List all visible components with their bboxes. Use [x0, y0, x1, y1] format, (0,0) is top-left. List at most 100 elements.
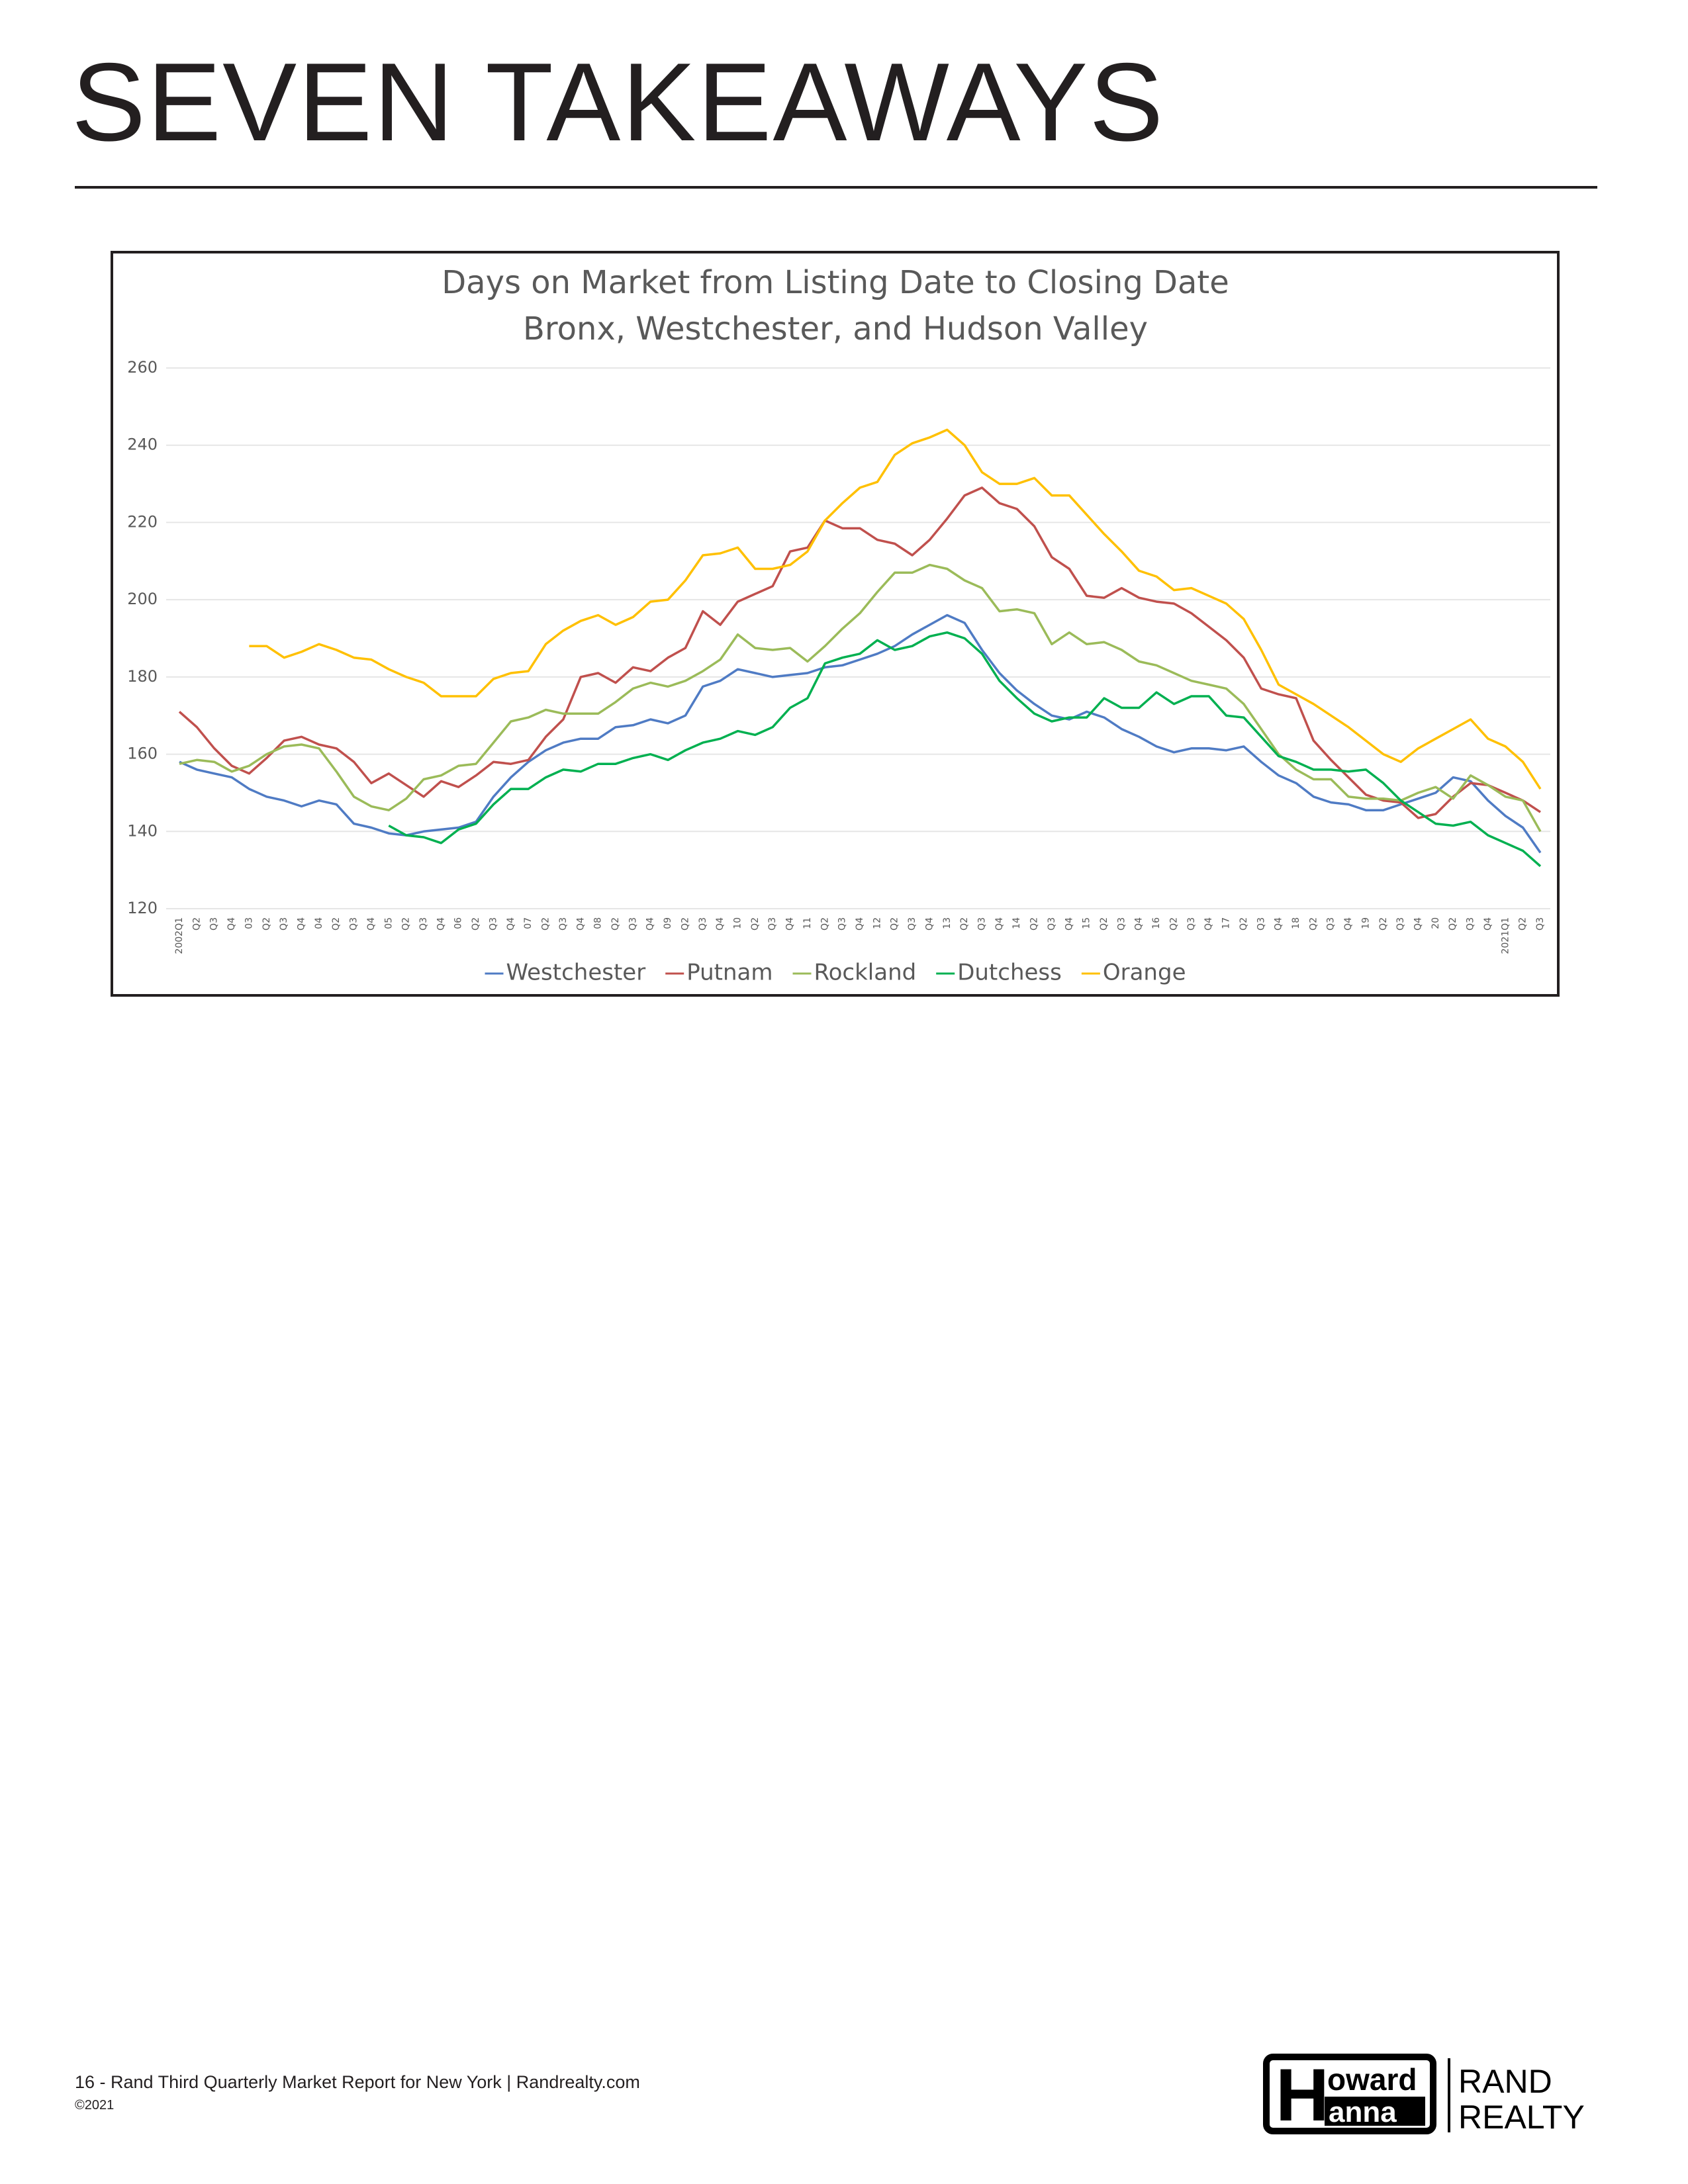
- x-tick-label: Q3: [209, 917, 220, 931]
- x-tick-label: Q4: [366, 917, 377, 931]
- x-tick-label: Q2: [1168, 917, 1179, 931]
- x-tick-label: 16: [1151, 917, 1162, 929]
- x-tick-label: Q2: [890, 917, 900, 931]
- x-tick-label: Q3: [698, 917, 708, 931]
- x-tick-label: Q3: [1116, 917, 1127, 931]
- x-tick-label: Q2: [959, 917, 970, 931]
- x-tick-label: Q3: [1047, 917, 1057, 931]
- x-tick-label: Q3: [1395, 917, 1406, 931]
- x-tick-label: Q3: [349, 917, 359, 931]
- x-tick-label: 06: [453, 917, 464, 929]
- y-tick-label: 260: [127, 358, 158, 377]
- logo-line2: anna: [1329, 2096, 1397, 2128]
- x-tick-label: Q4: [506, 917, 516, 931]
- x-tick-label: Q2: [1029, 917, 1040, 931]
- x-tick-label: Q2: [1448, 917, 1458, 931]
- y-tick-label: 160: [127, 745, 158, 763]
- series-line: [178, 486, 1541, 819]
- x-tick-label: Q4: [645, 917, 656, 931]
- x-tick-label: 15: [1082, 917, 1092, 929]
- legend-label: Dutchess: [957, 960, 1062, 986]
- x-tick-label: Q2: [680, 917, 690, 931]
- x-tick-label: Q2: [331, 917, 342, 931]
- x-tick-label: Q4: [297, 917, 307, 931]
- chart: Days on Market from Listing Date to Clos…: [111, 251, 1560, 997]
- x-tick-label: 19: [1360, 917, 1371, 929]
- x-tick-label: Q4: [855, 917, 865, 931]
- chart-frame: [111, 251, 1560, 997]
- x-tick-label: Q4: [1343, 917, 1354, 931]
- x-tick-label: Q3: [279, 917, 289, 931]
- x-tick-label: Q4: [785, 917, 796, 931]
- x-tick-label: Q2: [820, 917, 830, 931]
- logo-brand1: RAND: [1458, 2063, 1552, 2100]
- x-tick-label: 09: [663, 917, 673, 929]
- x-tick-label: 03: [244, 917, 254, 929]
- x-tick-label: Q4: [1203, 917, 1214, 931]
- x-tick-label: Q2: [191, 917, 202, 931]
- x-tick-label: Q3: [907, 917, 917, 931]
- x-tick-label: Q3: [1186, 917, 1197, 931]
- x-tick-label: Q2: [610, 917, 621, 931]
- x-tick-label: Q3: [488, 917, 498, 931]
- legend-label: Putnam: [686, 960, 773, 986]
- page-title: SEVEN TAKEAWAYS: [71, 40, 1165, 164]
- x-tick-label: 17: [1221, 917, 1232, 929]
- series-line: [179, 563, 1542, 833]
- x-tick-label: 11: [802, 917, 813, 929]
- y-tick-label: 220: [127, 512, 158, 531]
- x-tick-label: Q4: [715, 917, 726, 931]
- legend-label: Westchester: [506, 960, 646, 986]
- x-tick-label: Q4: [1134, 917, 1145, 931]
- x-tick-label: Q4: [1483, 917, 1493, 931]
- logo: H oward anna RAND REALTY: [1263, 2054, 1585, 2136]
- x-tick-label: 04: [314, 917, 324, 929]
- x-tick-label: 13: [942, 917, 953, 929]
- x-tick-label: Q4: [436, 917, 446, 931]
- x-tick-label: Q4: [994, 917, 1005, 931]
- x-tick-label: 10: [732, 917, 743, 929]
- series-line: [249, 428, 1542, 790]
- x-tick-label: Q4: [924, 917, 935, 931]
- y-tick-label: 240: [127, 435, 158, 454]
- x-tick-label: Q2: [401, 917, 412, 931]
- x-tick-label: 14: [1011, 917, 1022, 929]
- logo-initial: H: [1276, 2054, 1329, 2136]
- x-tick-label: 05: [383, 917, 394, 929]
- x-tick-label: Q2: [541, 917, 551, 931]
- x-tick-label: 2002Q1: [174, 917, 185, 954]
- x-tick-label: 07: [523, 917, 534, 929]
- logo-line1: oward: [1327, 2062, 1417, 2097]
- x-tick-label: Q4: [1064, 917, 1074, 931]
- x-tick-label: Q2: [1308, 917, 1319, 931]
- x-tick-label: Q3: [1466, 917, 1476, 931]
- x-tick-label: Q3: [1256, 917, 1266, 931]
- x-tick-label: Q3: [767, 917, 778, 931]
- x-tick-label: Q3: [977, 917, 988, 931]
- x-tick-label: Q2: [1239, 917, 1249, 931]
- x-tick-label: Q3: [628, 917, 638, 931]
- x-tick-label: Q2: [1518, 917, 1528, 931]
- x-tick-label: Q4: [1274, 917, 1284, 931]
- x-tick-label: Q2: [261, 917, 272, 931]
- logo-brand2: REALTY: [1458, 2099, 1585, 2136]
- legend-label: Rockland: [814, 960, 917, 986]
- x-tick-label: Q3: [837, 917, 848, 931]
- x-tick-label: 08: [593, 917, 604, 929]
- x-tick-label: Q2: [1378, 917, 1389, 931]
- footer-copyright: ©2021: [75, 2098, 115, 2113]
- x-tick-label: Q3: [1326, 917, 1336, 931]
- x-tick-label: Q4: [1413, 917, 1423, 931]
- y-tick-label: 200: [127, 590, 158, 608]
- x-tick-label: Q3: [558, 917, 569, 931]
- y-tick-label: 120: [127, 899, 158, 917]
- x-tick-label: Q3: [1535, 917, 1546, 931]
- legend-label: Orange: [1103, 960, 1186, 986]
- x-tick-label: Q2: [750, 917, 761, 931]
- series-line: [388, 631, 1542, 868]
- chart-subtitle: Bronx, Westchester, and Hudson Valley: [523, 310, 1148, 347]
- x-tick-label: 20: [1430, 917, 1441, 929]
- x-tick-label: 18: [1291, 917, 1301, 929]
- x-tick-label: Q2: [1099, 917, 1109, 931]
